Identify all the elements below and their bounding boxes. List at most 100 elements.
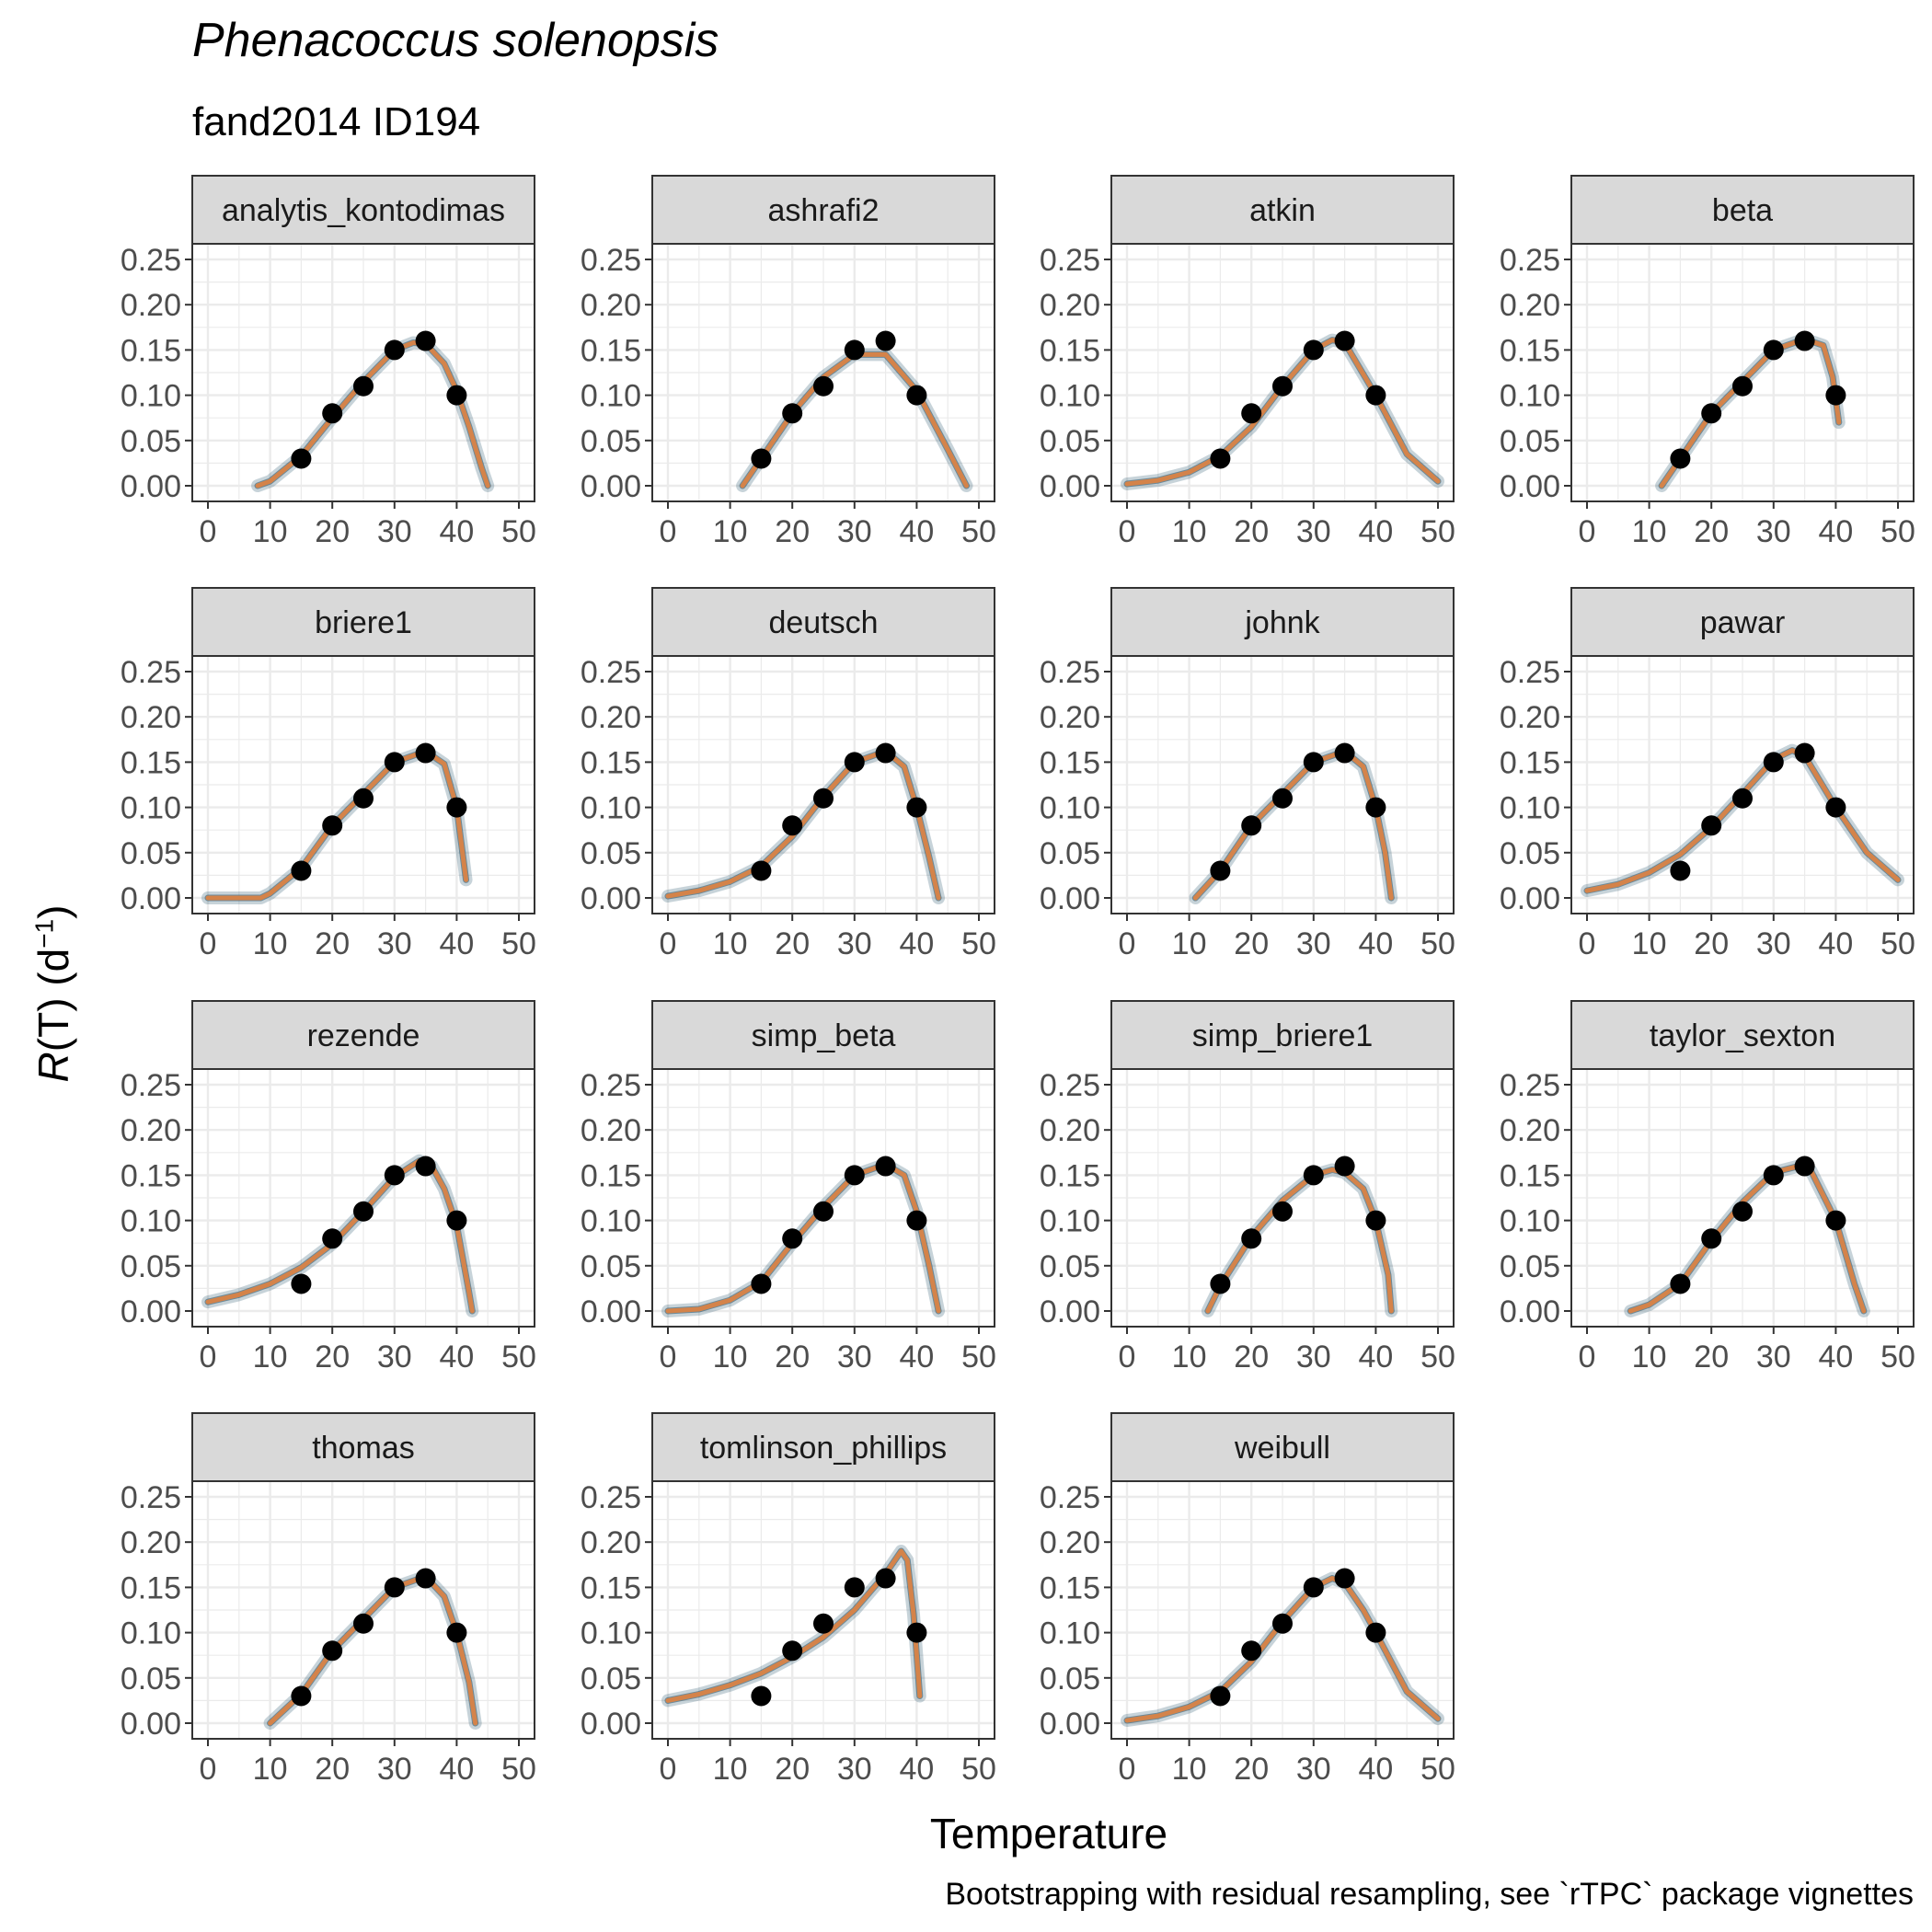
data-point (446, 797, 467, 818)
facet-strip (651, 1000, 995, 1070)
x-tick-label: 0 (660, 1340, 677, 1374)
panel-border (191, 1480, 535, 1740)
data-point (322, 1228, 343, 1249)
x-tick-label: 40 (1358, 1340, 1393, 1374)
data-point (875, 1156, 896, 1177)
y-tick-label: 0.25 (581, 1480, 641, 1515)
data-point (1241, 815, 1262, 836)
data-point (813, 375, 834, 397)
data-point (751, 1273, 772, 1294)
data-point (1210, 860, 1231, 881)
y-tick-label: 0.05 (1500, 836, 1560, 871)
x-tick-label: 40 (1818, 926, 1853, 961)
y-tick-label: 0.00 (121, 1294, 181, 1329)
y-tick-label: 0.15 (581, 333, 641, 368)
y-tick-label: 0.15 (121, 745, 181, 780)
data-point (1732, 1201, 1753, 1222)
data-point (906, 797, 927, 818)
data-point (1241, 1228, 1262, 1249)
y-tick-label: 0.00 (1040, 881, 1100, 916)
y-tick-label: 0.10 (1500, 379, 1560, 414)
x-tick-label: 30 (837, 1340, 872, 1374)
data-point (291, 860, 312, 881)
data-point (1794, 742, 1815, 764)
facet-strip (191, 587, 535, 657)
x-tick-label: 40 (439, 514, 474, 549)
facet-strip-label: beta (1712, 193, 1773, 228)
x-tick-label: 0 (200, 514, 217, 549)
data-point (1825, 385, 1846, 406)
x-tick-label: 50 (961, 1340, 996, 1374)
x-tick-label: 30 (1296, 514, 1331, 549)
data-point (875, 1568, 896, 1589)
facet-strip-label: thomas (312, 1431, 415, 1466)
panel-border (651, 655, 995, 914)
y-tick-label: 0.20 (1500, 700, 1560, 735)
data-point (1303, 339, 1324, 361)
data-point (291, 1685, 312, 1707)
x-tick-label: 0 (200, 926, 217, 961)
x-tick-label: 40 (1358, 514, 1393, 549)
facet-strip-label: weibull (1234, 1431, 1330, 1466)
facet-panel-thomas: thomas 0 10 20 30 40 50 0.00 0.05 0.10 0.15 0.20 0.2… (121, 1412, 536, 1787)
facet-strip-label: pawar (1700, 605, 1786, 640)
data-point (415, 1156, 436, 1177)
x-tick-label: 10 (713, 1340, 748, 1374)
data-point (782, 1640, 803, 1662)
data-point (1670, 1273, 1691, 1294)
x-tick-label: 50 (1420, 1340, 1455, 1374)
data-point (1670, 448, 1691, 469)
data-point (353, 1613, 374, 1634)
y-axis-label-close: ) (29, 904, 77, 919)
data-point (782, 815, 803, 836)
y-axis-label-sup: −1 (29, 918, 59, 949)
data-point (1794, 330, 1815, 351)
data-point (1334, 330, 1355, 351)
y-tick-label: 0.20 (581, 288, 641, 323)
y-tick-label: 0.25 (1500, 655, 1560, 690)
y-tick-label: 0.25 (1040, 243, 1100, 278)
y-tick-label: 0.05 (121, 1249, 181, 1284)
facet-panel-weibull: weibull 0 10 20 30 40 50 0.00 0.05 0.10 0.15 0.20 0.… (1040, 1412, 1455, 1787)
data-point (1670, 860, 1691, 881)
data-point (751, 448, 772, 469)
panel-border (651, 1068, 995, 1328)
y-axis-label: R(T) (d−1) (29, 905, 78, 1083)
data-point (322, 1640, 343, 1662)
data-point (1732, 375, 1753, 397)
data-point (1334, 1156, 1355, 1177)
y-tick-label: 0.00 (1040, 469, 1100, 504)
data-point (291, 448, 312, 469)
y-tick-label: 0.00 (121, 881, 181, 916)
x-tick-label: 50 (501, 926, 536, 961)
y-tick-label: 0.05 (1040, 1662, 1100, 1696)
y-tick-label: 0.05 (1500, 1249, 1560, 1284)
y-tick-label: 0.25 (1040, 1480, 1100, 1515)
facet-panel-taylor_sexton: taylor_sexton 0 10 20 30 40 50 0.00 0.05 0.10 0.15… (1500, 1000, 1915, 1374)
x-tick-label: 10 (1172, 1340, 1207, 1374)
y-tick-label: 0.20 (121, 288, 181, 323)
data-point (384, 1165, 405, 1186)
panel-border (191, 1068, 535, 1328)
data-point (415, 1568, 436, 1589)
data-point (1701, 403, 1722, 424)
facet-strip-label: tomlinson_phillips (700, 1431, 947, 1466)
data-point (353, 375, 374, 397)
data-point (1701, 815, 1722, 836)
data-point (1825, 1210, 1846, 1231)
y-tick-label: 0.20 (1040, 1113, 1100, 1148)
x-tick-label: 0 (1579, 1340, 1596, 1374)
x-tick-label: 20 (315, 1752, 350, 1787)
facet-panel-rezende: rezende 0 10 20 30 40 50 0.00 0.05 0.10 0.15 0.20 0.… (121, 1000, 536, 1374)
facet-panel-briere1: briere1 0 10 20 30 40 50 0.00 0.05 0.10 0.15 0.20 0.… (121, 587, 536, 961)
x-tick-label: 10 (253, 1340, 288, 1374)
x-tick-label: 0 (200, 1340, 217, 1374)
panel-border (1110, 243, 1455, 502)
panel-border (1110, 1480, 1455, 1740)
x-tick-label: 50 (1420, 926, 1455, 961)
y-tick-label: 0.10 (1500, 791, 1560, 826)
x-tick-label: 20 (1694, 926, 1729, 961)
x-tick-label: 20 (775, 926, 810, 961)
facet-strip-label: analytis_kontodimas (222, 193, 505, 228)
data-point (322, 815, 343, 836)
